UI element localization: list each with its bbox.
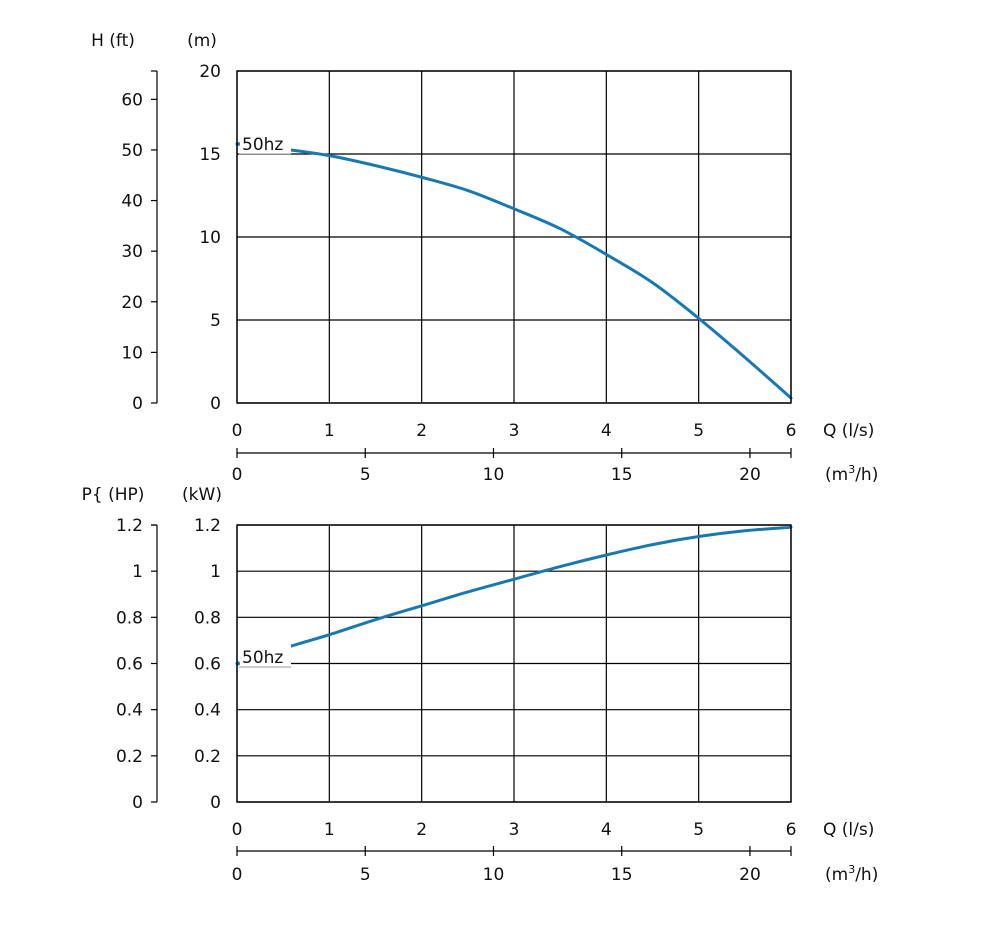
left-axis-tick-label: 0.6 xyxy=(116,655,143,675)
x2-axis-unit-sup: 3 xyxy=(848,463,855,476)
series-label-background xyxy=(239,132,291,154)
plot-frame xyxy=(236,524,792,803)
left-axis-tick-label: 0.8 xyxy=(116,608,143,628)
left-axis-unit-label: P{ (HP) xyxy=(82,485,145,505)
x-tick-label: 4 xyxy=(601,820,612,840)
x-tick-label: 6 xyxy=(786,421,797,441)
y-tick-label: 0.8 xyxy=(194,608,221,628)
left-axis-tick-label: 0.4 xyxy=(116,701,143,721)
x2-tick-label: 20 xyxy=(739,465,761,485)
left-axis-tick-label: 1 xyxy=(132,562,143,582)
x2-tick-label: 20 xyxy=(739,865,761,885)
x2-axis-unit-label: (m3/h) xyxy=(825,863,878,885)
left-axis-tick-label: 40 xyxy=(121,192,143,212)
y-tick-label: 5 xyxy=(210,311,221,331)
left-axis-unit-label: H (ft) xyxy=(91,31,135,51)
y-axis-unit-label: (kW) xyxy=(182,485,222,505)
series-label: 50hz xyxy=(242,135,283,155)
y-tick-label: 0.4 xyxy=(194,701,221,721)
y-tick-label: 1.2 xyxy=(194,516,221,536)
x-tick-label: 5 xyxy=(693,820,704,840)
left-axis-tick-label: 20 xyxy=(121,293,143,313)
left-axis-tick-label: 60 xyxy=(121,90,143,110)
left-axis-tick-label: 10 xyxy=(121,343,143,363)
x-tick-label: 5 xyxy=(693,421,704,441)
x2-axis-unit-label: (m3/h) xyxy=(825,463,878,485)
x2-axis-unit-suffix: /h) xyxy=(855,865,878,885)
x2-tick-label: 0 xyxy=(232,865,243,885)
x-tick-label: 0 xyxy=(232,421,243,441)
x-tick-label: 6 xyxy=(786,820,797,840)
y-axis-unit-label: (m) xyxy=(187,31,217,51)
left-axis-tick-label: 0.2 xyxy=(116,747,143,767)
plot-frame xyxy=(236,70,792,404)
x-axis-unit-label: Q (l/s) xyxy=(823,421,874,441)
left-axis-tick-label: 50 xyxy=(121,141,143,161)
x-tick-label: 1 xyxy=(324,820,335,840)
series-line-50hz xyxy=(235,142,793,400)
x2-tick-label: 5 xyxy=(360,865,371,885)
y-tick-label: 0.2 xyxy=(194,747,221,767)
series-label-background xyxy=(239,645,291,667)
left-axis-tick-label: 0 xyxy=(132,793,143,813)
x2-tick-label: 10 xyxy=(483,465,505,485)
left-axis-tick-label: 0 xyxy=(132,394,143,414)
chart-panel-2: (m3/h) xyxy=(151,524,878,885)
x-tick-label: 1 xyxy=(324,421,335,441)
x2-tick-label: 0 xyxy=(232,465,243,485)
x2-tick-label: 15 xyxy=(611,865,633,885)
y-tick-label: 0 xyxy=(210,793,221,813)
series-label: 50hz xyxy=(242,648,283,668)
y-tick-label: 20 xyxy=(199,62,221,82)
chart-panel-1: (m3/h) xyxy=(151,70,878,485)
left-axis-tick-label: 30 xyxy=(121,242,143,262)
x-tick-label: 2 xyxy=(416,421,427,441)
y-tick-label: 0.6 xyxy=(194,655,221,675)
x-tick-label: 3 xyxy=(509,421,520,441)
y-tick-label: 0 xyxy=(210,394,221,414)
x-tick-label: 0 xyxy=(232,820,243,840)
series-line-50hz xyxy=(235,525,793,665)
x2-axis-unit-sup: 3 xyxy=(848,863,855,876)
x2-axis-unit-prefix: (m xyxy=(825,465,848,485)
x2-axis-unit-suffix: /h) xyxy=(855,465,878,485)
x-tick-label: 3 xyxy=(509,820,520,840)
x-tick-label: 2 xyxy=(416,820,427,840)
y-tick-label: 10 xyxy=(199,228,221,248)
x2-tick-label: 10 xyxy=(483,865,505,885)
left-axis-tick-label: 1.2 xyxy=(116,516,143,536)
x-tick-label: 4 xyxy=(601,421,612,441)
y-tick-label: 15 xyxy=(199,145,221,165)
x2-tick-label: 5 xyxy=(360,465,371,485)
x2-tick-label: 15 xyxy=(611,465,633,485)
x-axis-unit-label: Q (l/s) xyxy=(823,820,874,840)
x2-axis-unit-prefix: (m xyxy=(825,865,848,885)
y-tick-label: 1 xyxy=(210,562,221,582)
